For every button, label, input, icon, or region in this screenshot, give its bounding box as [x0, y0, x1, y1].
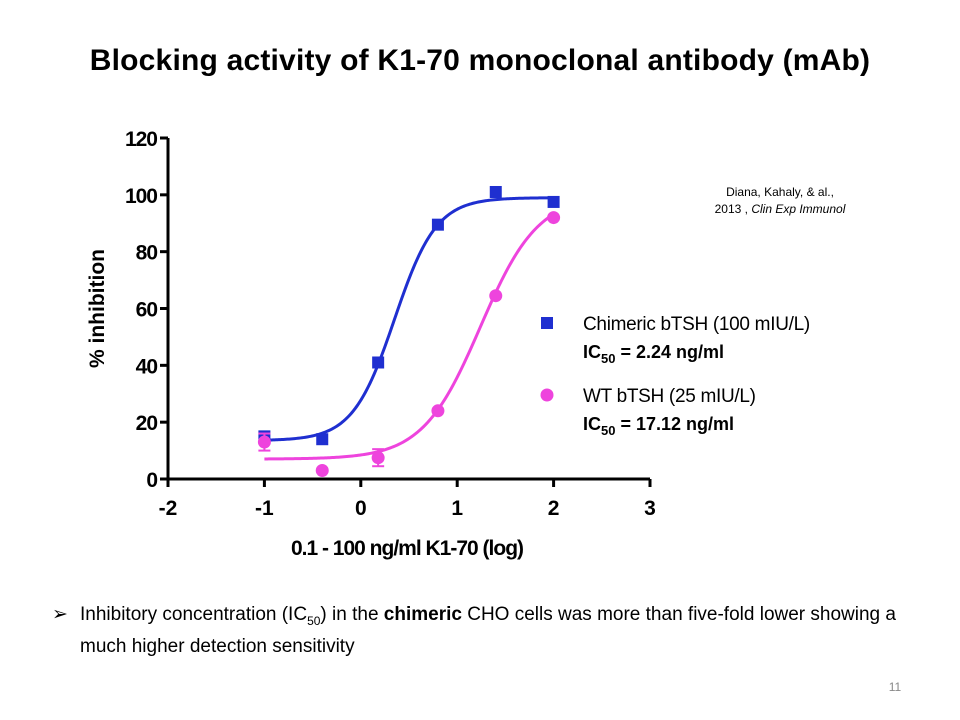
data-points: [257, 185, 561, 477]
legend-marker-square: [541, 317, 553, 329]
chart-legend: Chimeric bTSH (100 mIU/L) IC50 = 2.24 ng/…: [540, 314, 810, 438]
x-tick-label: 0: [355, 497, 367, 520]
legend-marker-circle: [540, 388, 554, 402]
x-tick-label: 2: [548, 497, 560, 520]
legend-series-name: WT bTSH (25 mIU/L): [583, 386, 756, 407]
bullet-arrow-icon: ➢: [52, 604, 68, 625]
data-point-square: [489, 185, 502, 198]
fit-curve-1: [264, 196, 554, 442]
citation-year: 2013 ,: [714, 202, 752, 216]
y-tick-label: 0: [146, 469, 157, 492]
x-tick-label: -2: [159, 497, 178, 520]
y-axis-label: % inhibition: [86, 249, 109, 368]
fit-curve-2: [264, 212, 555, 461]
data-point-circle: [431, 404, 445, 418]
data-point-square: [547, 195, 560, 208]
y-tick-label: 20: [136, 412, 158, 435]
page-number: 11: [888, 680, 902, 694]
chart-axes: 0 20 40 60 80 100 120 -2 -1 0 1 2 3 0.1 - 100 ng/ml K…: [86, 128, 656, 560]
bullet-part-2: ) in the: [320, 604, 384, 625]
legend-ic50: IC50 = 17.12 ng/ml: [583, 414, 734, 438]
fit-curves: [264, 196, 555, 461]
data-point-square: [316, 433, 329, 446]
legend-series-name: Chimeric bTSH (100 mIU/L): [583, 314, 810, 335]
bullet-part-3: CHO cells was more than five-fold lower …: [80, 604, 896, 657]
bullet-part-1: Inhibitory concentration (IC: [80, 604, 308, 625]
y-tick-label: 80: [136, 242, 158, 265]
x-axis-label: 0.1 - 100 ng/ml K1-70 (log): [291, 537, 523, 560]
data-point-circle: [257, 435, 271, 449]
x-tick-label: 3: [644, 497, 656, 520]
bullet-bold-word: chimeric: [383, 604, 462, 625]
x-tick-label: 1: [451, 497, 463, 520]
bullet-point: ➢ Inhibitory concentration (IC50) in the…: [52, 602, 902, 660]
citation-journal: Clin Exp Immunol: [751, 202, 846, 216]
y-tick-label: 100: [125, 185, 157, 208]
citation-authors: Diana, Kahaly, & al.,: [726, 185, 834, 199]
bullet-subscript: 50: [307, 613, 321, 628]
data-point-circle: [547, 211, 561, 225]
legend-ic50: IC50 = 2.24 ng/ml: [583, 342, 724, 366]
x-tick-label: -1: [255, 497, 274, 520]
slide-title: Blocking activity of K1-70 monoclonal an…: [89, 44, 871, 77]
bullet-text: Inhibitory concentration (IC50) in the c…: [80, 602, 902, 660]
y-tick-label: 40: [136, 355, 158, 378]
citation: Diana, Kahaly, & al., 2013 , Clin Exp Im…: [700, 184, 860, 218]
citation-year-journal: 2013 , Clin Exp Immunol: [700, 201, 860, 218]
data-point-square: [372, 356, 385, 369]
y-tick-label: 120: [125, 128, 157, 151]
data-point-circle: [489, 289, 503, 303]
data-point-square: [431, 218, 444, 231]
data-point-circle: [371, 451, 385, 465]
data-point-circle: [315, 463, 329, 477]
y-tick-label: 60: [136, 299, 158, 322]
